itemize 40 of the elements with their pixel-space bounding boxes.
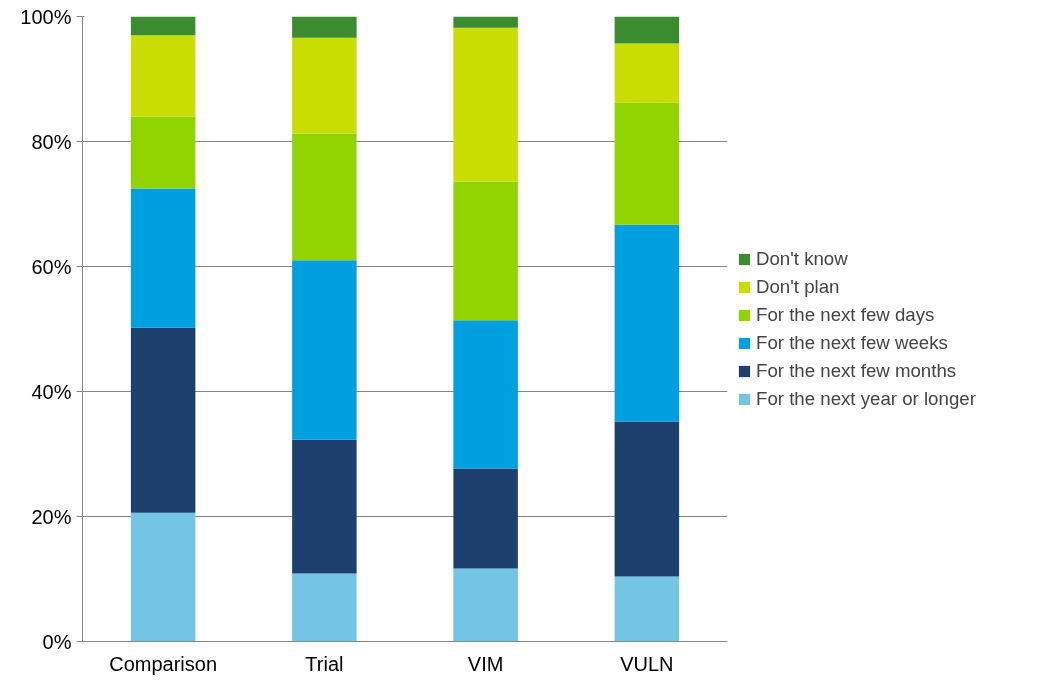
- y-tick-label: 0%: [42, 630, 72, 653]
- y-tick-label: 40%: [31, 380, 72, 403]
- y-tick-label: 100%: [20, 5, 72, 28]
- y-tick-label: 60%: [31, 255, 72, 278]
- legend-label: For the next few days: [756, 303, 935, 326]
- bar: [130, 327, 196, 513]
- bar: [453, 27, 518, 182]
- bar: [292, 260, 357, 440]
- x-tick-label: VIM: [467, 652, 504, 675]
- bar: [130, 16, 196, 36]
- bar: [130, 512, 196, 642]
- x-tick-label: Comparison: [109, 652, 218, 675]
- legend-label: For the next few months: [756, 359, 957, 382]
- legend-label: Don't know: [756, 247, 848, 270]
- bar: [453, 320, 518, 469]
- bar: [130, 188, 196, 328]
- x-tick-label: VULN: [620, 652, 674, 675]
- legend-label: For the next few weeks: [756, 331, 948, 354]
- bar: [292, 133, 357, 261]
- bar: [453, 468, 518, 569]
- bar: [130, 35, 196, 117]
- bar: [292, 16, 357, 38]
- bar: [614, 576, 680, 642]
- legend-label: For the next year or longer: [756, 387, 976, 410]
- y-tick-label: 20%: [31, 505, 72, 528]
- x-tick-label: Trial: [305, 652, 344, 675]
- bar: [614, 224, 680, 422]
- bar: [292, 573, 357, 642]
- bar: [614, 16, 680, 44]
- bar: [292, 37, 357, 134]
- bar: [453, 16, 518, 28]
- bar: [453, 181, 518, 321]
- bar: [614, 43, 680, 103]
- bar: [453, 568, 518, 642]
- legend-label: Don't plan: [756, 275, 840, 298]
- bar: [130, 116, 196, 189]
- bar: [614, 421, 680, 577]
- y-tick-label: 80%: [31, 130, 72, 153]
- bar: [292, 439, 357, 574]
- bar: [614, 102, 680, 225]
